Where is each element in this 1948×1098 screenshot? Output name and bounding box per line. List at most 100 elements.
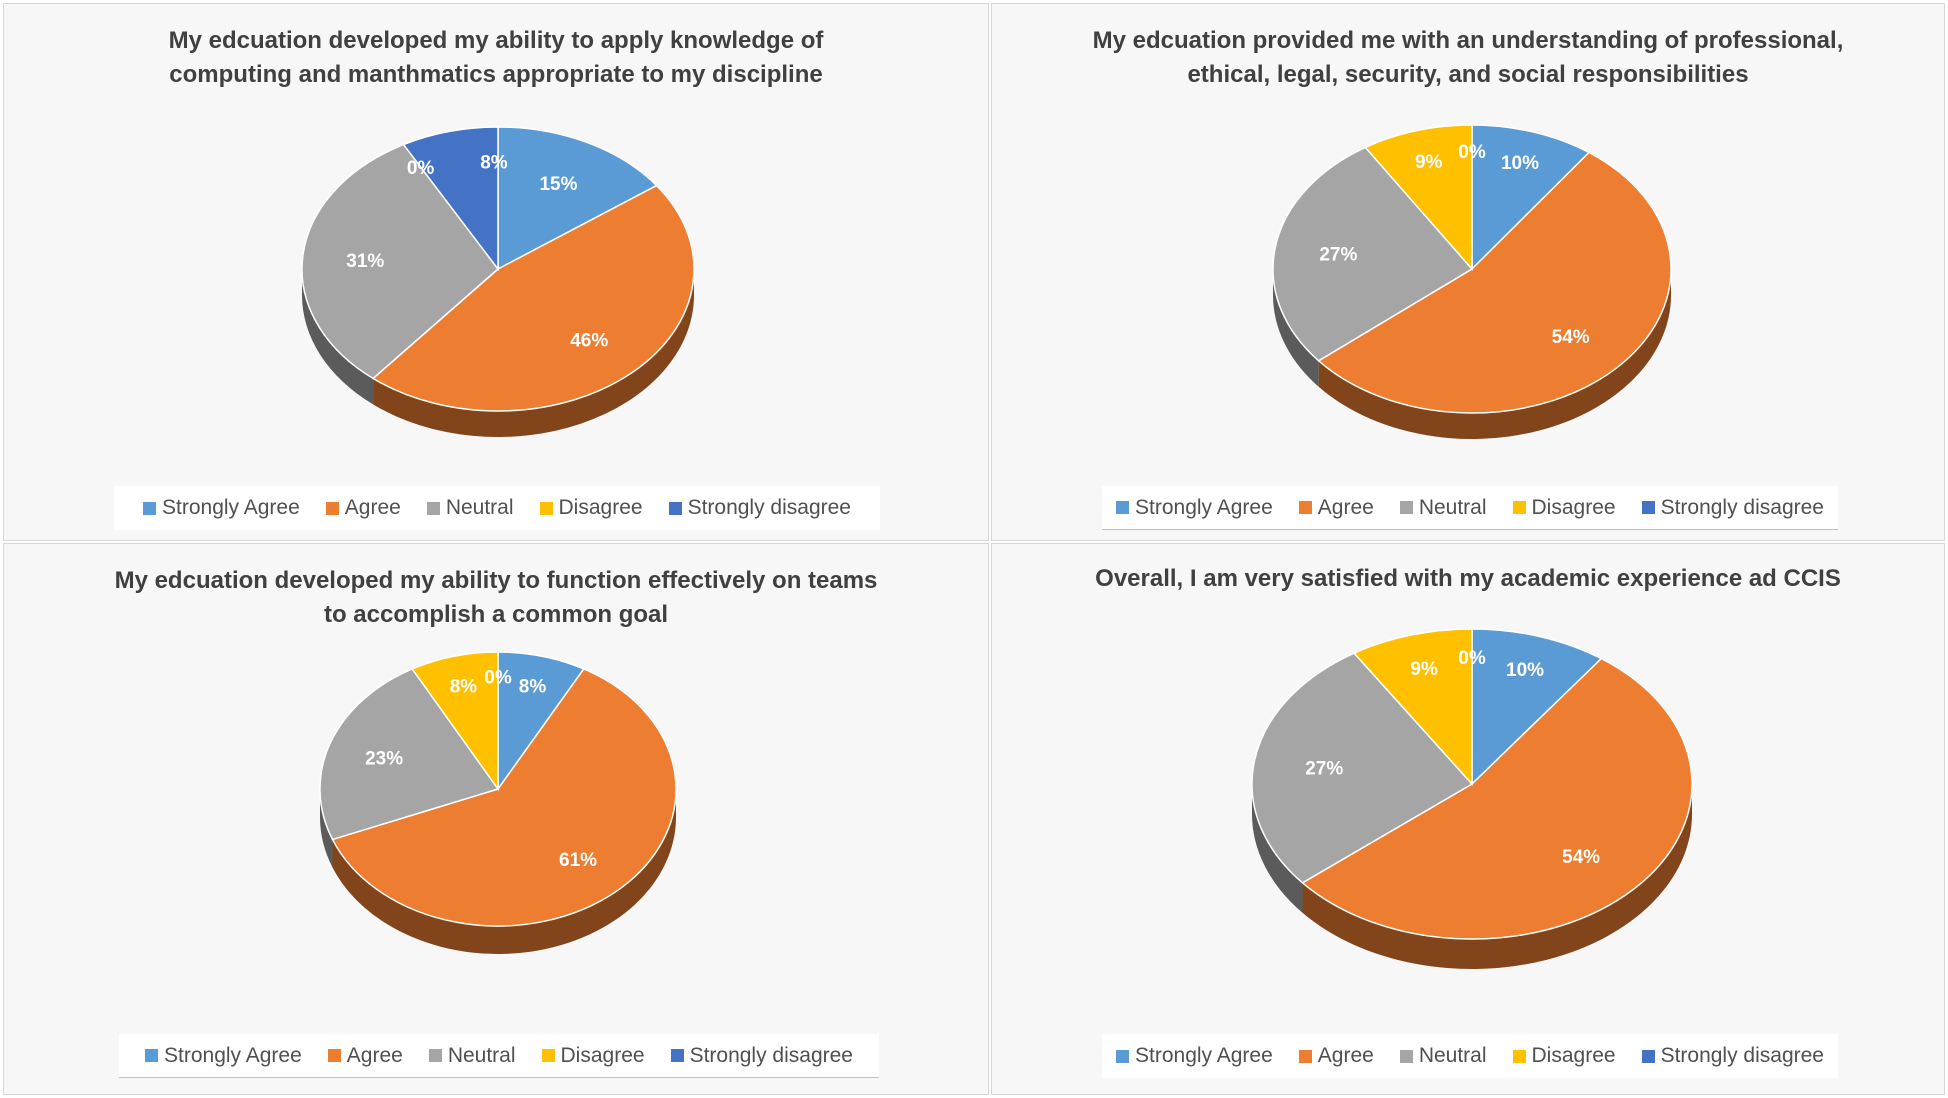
- legend-swatch: [145, 1049, 158, 1062]
- legend-swatch: [1641, 501, 1655, 514]
- data-label-agree: 54%: [1552, 327, 1590, 348]
- pie-side-agree: [1318, 269, 1671, 439]
- chart-title: Overall, I am very satisfied with my aca…: [992, 562, 1944, 596]
- chart-legend: Strongly Agree Agree Neutral Disagree Strong…: [1102, 486, 1838, 530]
- legend-label: Neutral: [445, 496, 514, 519]
- pie-chart: 10% 54% 27% 9% 0%: [1272, 124, 1672, 439]
- legend-item-strongly-disagree: Strongly disagree: [1641, 496, 1824, 520]
- chart-title-line: to accomplish a common goal: [323, 601, 669, 628]
- pie-slice-strongly-agree: [1471, 628, 1603, 786]
- pie-side-neutral: [302, 269, 374, 405]
- chart-title: My edcuation developed my ability to fun…: [4, 564, 988, 632]
- pie-slice-neutral: [1272, 146, 1474, 362]
- pie-side-agree: [373, 269, 694, 437]
- legend-item-disagree: Disagree: [541, 1043, 645, 1068]
- legend-swatch: [428, 1049, 442, 1062]
- pie-side-neutral: [320, 789, 333, 868]
- pie-slice-neutral: [301, 143, 500, 380]
- legend-item-neutral: Neutral: [1399, 1044, 1487, 1068]
- data-label-strongly-disagree: 8%: [480, 153, 508, 174]
- legend-label: Agree: [1317, 495, 1374, 519]
- data-label-neutral: 23%: [365, 748, 403, 769]
- pie-slice-strongly-disagree: [402, 126, 499, 272]
- legend-label: Neutral: [447, 1043, 516, 1067]
- pie-chart: 8% 61% 23% 8% 0%: [319, 651, 677, 955]
- legend-swatch: [1399, 501, 1413, 514]
- pie-slice-neutral: [1251, 652, 1474, 884]
- legend-item-agree: Agree: [325, 496, 401, 520]
- chart-title: My edcuation provided me with an underst…: [992, 24, 1944, 92]
- data-label-strongly-disagree: 0%: [484, 668, 512, 689]
- chart-title-line: ethical, legal, security, and social res…: [1187, 61, 1749, 88]
- data-label-neutral: 27%: [1319, 245, 1357, 266]
- legend-label: Disagree: [1531, 495, 1616, 519]
- legend-label: Neutral: [1418, 495, 1487, 519]
- pie-side: [1273, 269, 1671, 439]
- pie-slice-disagree: [411, 651, 499, 792]
- chart-title-line: My edcuation provided me with an underst…: [1092, 27, 1844, 54]
- legend-item-agree: Agree: [1298, 495, 1374, 520]
- data-labels: 10% 54% 27% 9% 0%: [1319, 142, 1589, 348]
- data-label-strongly-agree: 10%: [1501, 153, 1539, 174]
- legend-swatch: [541, 1049, 555, 1062]
- chart-panel-4: Overall, I am very satisfied with my aca…: [991, 543, 1945, 1095]
- pie-top: [319, 651, 677, 927]
- legend-label: Agree: [346, 1043, 403, 1067]
- legend-label: Strongly Agree: [1135, 1044, 1273, 1067]
- data-label-strongly-agree: 8%: [519, 676, 547, 697]
- data-labels: 8% 61% 23% 8% 0%: [365, 668, 597, 871]
- legend-label: Strongly Agree: [164, 1043, 302, 1067]
- legend-swatch: [1512, 1049, 1526, 1063]
- pie-slice-disagree: [1364, 124, 1473, 271]
- data-label-disagree: 8%: [450, 676, 478, 697]
- legend-swatch: [1512, 501, 1526, 514]
- legend-item-disagree: Disagree: [1512, 495, 1616, 520]
- pie-side: [1252, 784, 1692, 969]
- data-label-agree: 61%: [559, 850, 597, 871]
- pie-slice-strongly-agree: [497, 126, 658, 271]
- data-label-disagree: 9%: [1415, 152, 1443, 173]
- legend-item-strongly-disagree: Strongly disagree: [1641, 1044, 1824, 1068]
- chart-panel-2: My edcuation provided me with an underst…: [991, 3, 1945, 541]
- pie-slice-strongly-agree: [1471, 124, 1591, 271]
- legend-swatch: [327, 1049, 341, 1062]
- pie-side-agree: [332, 789, 676, 955]
- legend-item-strongly-agree: Strongly Agree: [1116, 496, 1273, 520]
- data-labels: 10% 54% 27% 9% 0%: [1305, 648, 1600, 868]
- data-label-neutral: 31%: [346, 251, 384, 272]
- pie-side: [302, 269, 694, 437]
- data-label-disagree: 0%: [407, 158, 435, 179]
- legend-swatch: [1116, 1049, 1129, 1063]
- chart-title: My edcuation developed my ability to app…: [4, 24, 988, 92]
- data-label-strongly-agree: 15%: [539, 174, 577, 195]
- legend-item-strongly-disagree: Strongly disagree: [668, 496, 851, 520]
- pie-slice-agree: [331, 668, 677, 927]
- pie-slice-agree: [371, 184, 695, 412]
- data-label-neutral: 27%: [1305, 759, 1343, 780]
- legend-item-strongly-agree: Strongly Agree: [145, 1044, 302, 1068]
- data-label-strongly-disagree: 0%: [1458, 648, 1486, 669]
- legend-label: Disagree: [558, 496, 643, 519]
- pie-side-neutral: [1273, 269, 1319, 387]
- legend-item-strongly-agree: Strongly Agree: [1116, 1044, 1273, 1068]
- chart-title-line: My edcuation developed my ability to app…: [168, 27, 824, 54]
- legend-swatch: [1116, 501, 1129, 514]
- legend-item-strongly-agree: Strongly Agree: [143, 496, 300, 520]
- legend-item-neutral: Neutral: [426, 496, 514, 520]
- chart-legend: Strongly Agree Agree Neutral Disagree Strong…: [1102, 1034, 1838, 1078]
- pie-side-agree: [1302, 784, 1692, 969]
- chart-title-line: My edcuation developed my ability to fun…: [114, 567, 878, 594]
- pie-slice-strongly-agree: [497, 651, 585, 792]
- legend-swatch: [1298, 501, 1312, 514]
- legend-item-neutral: Neutral: [1399, 495, 1487, 520]
- data-label-strongly-agree: 10%: [1506, 660, 1544, 681]
- pie-side-neutral: [1252, 784, 1303, 913]
- legend-swatch: [426, 501, 440, 515]
- chart-title-line: Overall, I am very satisfied with my aca…: [1095, 565, 1841, 592]
- legend-item-neutral: Neutral: [428, 1043, 516, 1068]
- pie-chart: 15% 46% 31% 0% 8%: [301, 126, 695, 437]
- legend-label: Strongly Agree: [1135, 495, 1273, 519]
- legend-label: Disagree: [560, 1043, 645, 1067]
- legend-item-agree: Agree: [1298, 1044, 1374, 1068]
